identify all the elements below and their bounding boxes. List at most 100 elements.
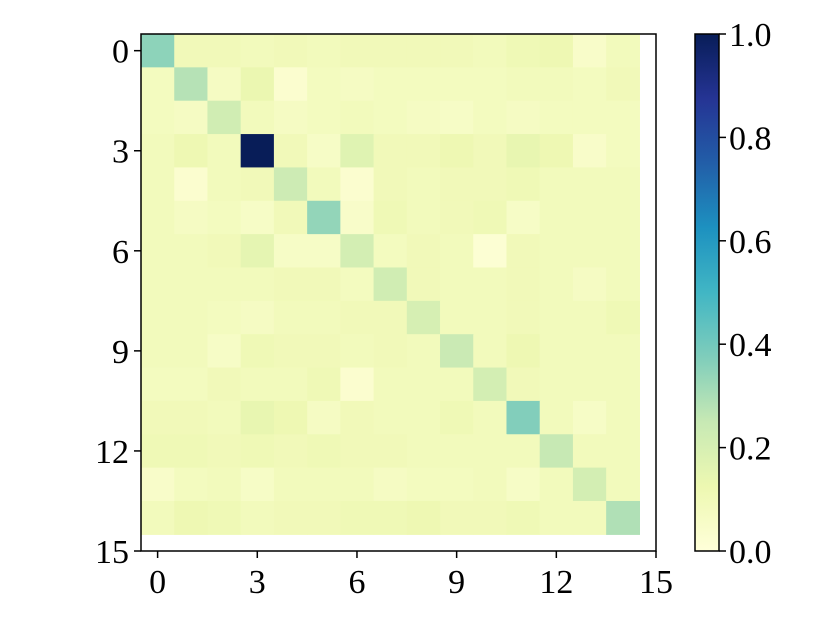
heatmap-cell-2-13 <box>572 100 607 135</box>
heatmap-cell-9-6 <box>340 334 375 369</box>
x-tick-label: 12 <box>539 564 573 601</box>
heatmap-cell-2-7 <box>373 100 408 135</box>
heatmap-cell-8-4 <box>273 300 308 335</box>
heatmap-cell-14-9 <box>440 500 474 535</box>
heatmap-cell-13-7 <box>373 467 408 502</box>
heatmap-cell-10-7 <box>373 367 408 402</box>
heatmap-cell-10-8 <box>406 367 441 402</box>
heatmap-cell-2-0 <box>141 100 175 135</box>
heatmap-cell-11-7 <box>373 400 408 435</box>
heatmap-cell-14-2 <box>207 500 242 535</box>
heatmap-cell-8-0 <box>141 300 175 335</box>
heatmap-cell-4-5 <box>307 167 341 202</box>
heatmap-cell-10-2 <box>207 367 242 402</box>
heatmap-cell-8-11 <box>506 300 541 335</box>
heatmap-cell-4-13 <box>572 167 607 202</box>
heatmap-cell-5-6 <box>340 200 375 235</box>
heatmap-cell-12-0 <box>141 434 175 469</box>
heatmap-cell-12-12 <box>539 434 574 469</box>
heatmap-cell-4-14 <box>606 167 640 202</box>
heatmap-cell-5-12 <box>539 200 574 235</box>
heatmap-cell-7-11 <box>506 267 541 302</box>
heatmap-cell-3-6 <box>340 134 375 169</box>
heatmap-cell-4-8 <box>406 167 441 202</box>
heatmap-cell-6-13 <box>572 234 607 269</box>
heatmap-cell-1-7 <box>373 67 408 102</box>
heatmap-cell-9-11 <box>506 334 541 369</box>
heatmap-cell-0-3 <box>240 34 275 68</box>
heatmap-cell-7-6 <box>340 267 375 302</box>
heatmap-cell-0-2 <box>207 34 242 68</box>
x-tick-label: 15 <box>639 564 673 601</box>
heatmap-cell-11-3 <box>240 400 275 435</box>
colorbar-gradient <box>694 33 720 552</box>
heatmap-cell-3-8 <box>406 134 441 169</box>
x-tick-label: 9 <box>448 564 465 601</box>
x-tick-label: 0 <box>149 564 166 601</box>
heatmap-cell-7-1 <box>174 267 209 302</box>
heatmap-cell-12-2 <box>207 434 242 469</box>
y-tick-label: 9 <box>112 334 129 371</box>
heatmap-cell-4-4 <box>273 167 308 202</box>
heatmap-cell-0-8 <box>406 34 441 68</box>
heatmap-cell-11-1 <box>174 400 209 435</box>
heatmap-cell-7-4 <box>273 267 308 302</box>
heatmap-cell-4-2 <box>207 167 242 202</box>
heatmap-cell-6-14 <box>606 234 640 269</box>
heatmap-cell-5-0 <box>141 200 175 235</box>
colorbar-tick-label: 0.0 <box>729 534 772 571</box>
heatmap-cell-0-4 <box>273 34 308 68</box>
heatmap-cell-9-13 <box>572 334 607 369</box>
heatmap-cell-10-4 <box>273 367 308 402</box>
y-tick-label: 0 <box>112 34 129 71</box>
heatmap-cell-6-2 <box>207 234 242 269</box>
heatmap-cell-10-12 <box>539 367 574 402</box>
heatmap-cell-1-14 <box>606 67 640 102</box>
heatmap-cell-5-13 <box>572 200 607 235</box>
heatmap-cell-8-12 <box>539 300 574 335</box>
heatmap-cell-12-11 <box>506 434 541 469</box>
heatmap-cell-3-12 <box>539 134 574 169</box>
heatmap-cell-6-3 <box>240 234 275 269</box>
colorbar-tick-label: 0.6 <box>729 224 772 261</box>
heatmap-cell-5-7 <box>373 200 408 235</box>
heatmap-cell-5-10 <box>473 200 508 235</box>
heatmap-cell-1-8 <box>406 67 441 102</box>
heatmap-cell-9-0 <box>141 334 175 369</box>
heatmap-cell-2-11 <box>506 100 541 135</box>
heatmap-cells <box>141 34 640 535</box>
heatmap-cell-0-1 <box>174 34 209 68</box>
heatmap-cell-11-9 <box>440 400 474 435</box>
heatmap-cell-12-14 <box>606 434 640 469</box>
heatmap-cell-9-1 <box>174 334 209 369</box>
heatmap-cell-8-2 <box>207 300 242 335</box>
heatmap-cell-1-3 <box>240 67 275 102</box>
heatmap-cell-8-8 <box>406 300 441 335</box>
heatmap-cell-0-9 <box>440 34 474 68</box>
heatmap-cell-0-7 <box>373 34 408 68</box>
heatmap-cell-0-5 <box>307 34 341 68</box>
heatmap-cell-10-14 <box>606 367 640 402</box>
heatmap-cell-4-7 <box>373 167 408 202</box>
heatmap-cell-6-10 <box>473 234 508 269</box>
heatmap-cell-9-3 <box>240 334 275 369</box>
heatmap-cell-7-5 <box>307 267 341 302</box>
heatmap-cell-12-6 <box>340 434 375 469</box>
heatmap-cell-9-9 <box>440 334 474 369</box>
heatmap-cell-10-5 <box>307 367 341 402</box>
colorbar-tick-label: 1.0 <box>729 17 772 54</box>
heatmap-cell-11-5 <box>307 400 341 435</box>
heatmap-cell-13-10 <box>473 467 508 502</box>
heatmap-cell-4-6 <box>340 167 375 202</box>
colorbar: 0.0 0.2 0.4 0.6 0.8 1.0 <box>694 17 772 571</box>
heatmap-cell-0-13 <box>572 34 607 68</box>
heatmap-cell-9-14 <box>606 334 640 369</box>
heatmap-cell-3-1 <box>174 134 209 169</box>
heatmap-cell-1-11 <box>506 67 541 102</box>
heatmap-cell-6-9 <box>440 234 474 269</box>
colorbar-tick-label: 0.8 <box>729 120 772 157</box>
heatmap-cell-0-11 <box>506 34 541 68</box>
heatmap-cell-2-9 <box>440 100 474 135</box>
heatmap-cell-13-5 <box>307 467 341 502</box>
